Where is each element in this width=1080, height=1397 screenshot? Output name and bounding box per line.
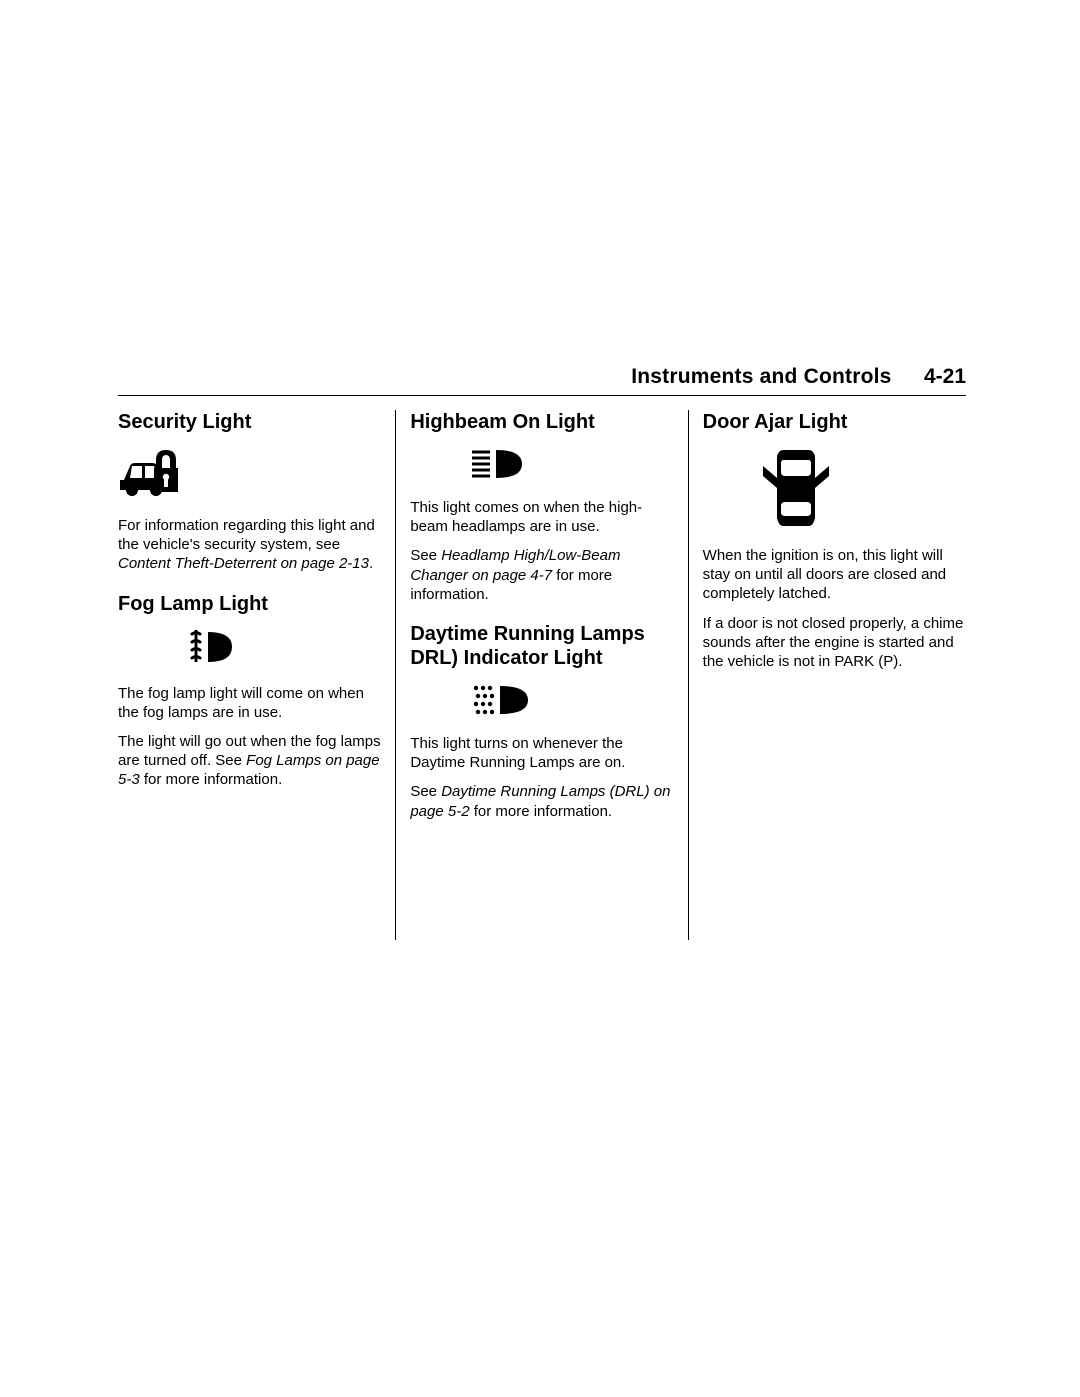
header-section-title: Instruments and Controls xyxy=(631,365,891,388)
door-ajar-text-1: When the ignition is on, this light will… xyxy=(703,546,966,604)
highbeam-icon xyxy=(470,446,673,482)
page-header: Instruments and Controls 4-21 xyxy=(118,365,966,396)
fog-lamp-text-1: The fog lamp light will come on when the… xyxy=(118,684,381,722)
drl-text-1: This light turns on whenever the Daytime… xyxy=(410,734,673,772)
drl-text-2: See Daytime Running Lamps (DRL) on page … xyxy=(410,782,673,820)
highbeam-heading: Highbeam On Light xyxy=(410,410,673,434)
drl-icon xyxy=(472,682,673,718)
door-ajar-heading: Door Ajar Light xyxy=(703,410,966,434)
column-2: Highbeam On Light This light comes on wh… xyxy=(395,410,687,940)
header-page-number: 4-21 xyxy=(924,365,966,388)
security-light-icon xyxy=(118,446,381,500)
security-light-heading: Security Light xyxy=(118,410,381,434)
columns-container: Security Light xyxy=(118,410,966,940)
column-1: Security Light xyxy=(118,410,395,940)
manual-page: Instruments and Controls 4-21 Security L… xyxy=(118,365,966,940)
highbeam-text-1: This light comes on when the high-beam h… xyxy=(410,498,673,536)
fog-lamp-text-2: The light will go out when the fog lamps… xyxy=(118,732,381,790)
door-ajar-text-2: If a door is not closed properly, a chim… xyxy=(703,614,966,672)
column-3: Door Ajar Light When the ignition is on,… xyxy=(688,410,966,940)
door-ajar-icon xyxy=(761,446,966,530)
drl-heading: Daytime Running Lamps DRL) Indicator Lig… xyxy=(410,622,673,670)
fog-lamp-icon xyxy=(188,628,381,668)
security-light-text: For information regarding this light and… xyxy=(118,516,381,574)
highbeam-text-2: See Headlamp High/Low-Beam Changer on pa… xyxy=(410,546,673,604)
fog-lamp-heading: Fog Lamp Light xyxy=(118,592,381,616)
